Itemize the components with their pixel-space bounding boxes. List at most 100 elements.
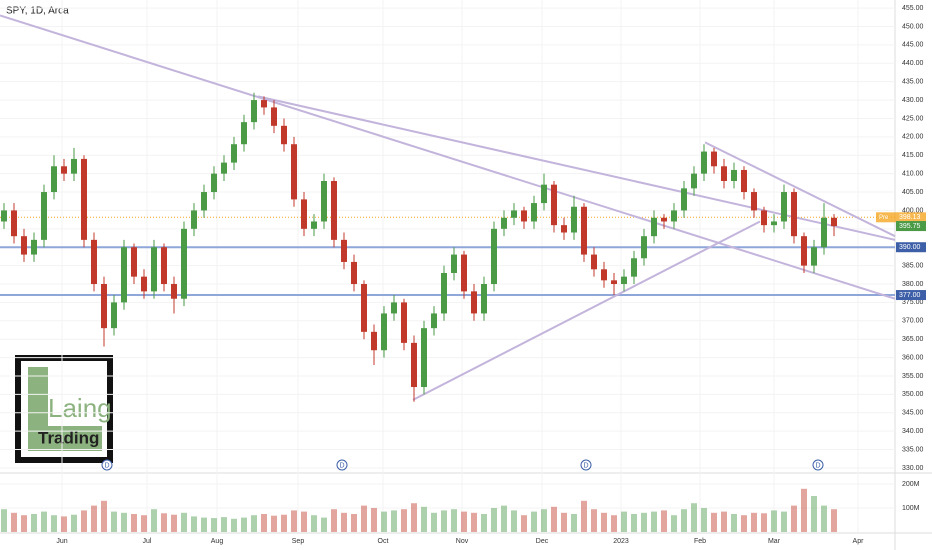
candle-body <box>561 225 567 233</box>
candle-body <box>701 151 707 174</box>
candle-body <box>151 247 157 292</box>
y-tick-label: 405.00 <box>902 189 924 196</box>
x-tick-label: Oct <box>378 538 389 545</box>
volume-bar <box>491 508 497 532</box>
y-tick-label: 340.00 <box>902 428 924 435</box>
volume-bar <box>161 513 167 532</box>
y-tick-label: 430.00 <box>902 97 924 104</box>
dividend-marker <box>580 459 592 471</box>
y-tick-label: 375.00 <box>902 299 924 306</box>
volume-bar <box>121 512 127 532</box>
y2-tick-label: 100M <box>902 505 920 512</box>
volume-bar <box>281 514 287 532</box>
volume-bar <box>811 496 817 532</box>
dividend-marker <box>336 459 348 471</box>
logo-band <box>34 426 102 451</box>
candle-body <box>91 239 97 285</box>
candle-body <box>771 221 777 226</box>
x-tick-label: Mar <box>768 538 781 545</box>
y-tick-label: 385.00 <box>902 262 924 269</box>
volume-bar <box>441 510 447 532</box>
dividend-marker <box>101 459 113 471</box>
candle-body <box>421 328 427 388</box>
volume-bar <box>681 509 687 532</box>
candle-body <box>641 236 647 259</box>
candle-body <box>241 122 247 145</box>
volume-bar <box>771 510 777 532</box>
candle-body <box>601 269 607 281</box>
volume-bar <box>601 512 607 532</box>
candle-body <box>401 302 407 343</box>
level-tag <box>896 242 926 253</box>
candle-body <box>451 254 457 273</box>
volume-bar <box>151 509 157 532</box>
volume-bar <box>461 511 467 532</box>
last-price-tag <box>896 221 926 232</box>
candle-body <box>201 192 207 211</box>
volume-bar <box>191 516 197 532</box>
volume-bar <box>741 515 747 532</box>
candle-body <box>181 228 187 299</box>
volume-bar <box>111 511 117 532</box>
candle-body <box>261 100 267 108</box>
candle-body <box>791 192 797 237</box>
volume-bar <box>221 517 227 532</box>
volume-bar <box>501 505 507 532</box>
volume-bar <box>421 506 427 532</box>
volume-bar <box>701 508 707 532</box>
candle-body <box>581 206 587 255</box>
volume-bar <box>641 512 647 532</box>
x-tick-label: Nov <box>456 538 469 545</box>
candle-body <box>531 203 537 222</box>
candle-body <box>381 313 387 351</box>
candle-body <box>281 125 287 145</box>
candle-body <box>631 258 637 277</box>
volume-bar <box>551 506 557 532</box>
level-label: 377.00 <box>899 292 921 299</box>
volume-bar <box>371 508 377 532</box>
logo-top: Laing <box>48 393 112 423</box>
volume-bar <box>581 500 587 532</box>
candle-body <box>271 107 277 126</box>
y-tick-label: 360.00 <box>902 354 924 361</box>
y-tick-label: 380.00 <box>902 281 924 288</box>
chart-title: SPY, 1D, Arca <box>6 6 69 17</box>
y-tick-label: 335.00 <box>902 446 924 453</box>
prev-close-label: 398.13 <box>899 214 921 221</box>
trendline <box>704 141 896 238</box>
candle-body <box>411 342 417 388</box>
candle-body <box>321 181 327 222</box>
y-tick-label: 415.00 <box>902 152 924 159</box>
candle-body <box>481 284 487 314</box>
candle-body <box>31 239 37 255</box>
candle-body <box>441 272 447 314</box>
volume-bar <box>211 518 217 532</box>
volume-bar <box>341 512 347 532</box>
volume-bar <box>731 514 737 532</box>
candle-body <box>521 210 527 222</box>
y-tick-label: 345.00 <box>902 410 924 417</box>
candle-body <box>311 221 317 229</box>
candle-body <box>211 173 217 193</box>
x-tick-label: Jul <box>143 538 152 545</box>
x-tick-label: Sep <box>292 538 305 545</box>
volume-bar <box>721 511 727 532</box>
volume-bar <box>21 515 27 532</box>
volume-bar <box>351 514 357 532</box>
volume-bar <box>411 503 417 532</box>
x-tick-label: Jun <box>56 538 67 545</box>
candle-body <box>571 206 577 233</box>
y-tick-label: 365.00 <box>902 336 924 343</box>
candle-body <box>61 166 67 174</box>
candle-body <box>341 239 347 262</box>
candle-body <box>821 217 827 248</box>
volume-bar <box>241 517 247 532</box>
candle-body <box>651 217 657 237</box>
candle-body <box>721 166 727 182</box>
candle-body <box>81 158 87 240</box>
prev-close-tag <box>876 212 926 223</box>
candle-body <box>691 173 697 189</box>
logo: Laing Trading <box>15 355 113 463</box>
candle-body <box>191 210 197 229</box>
y-tick-label: 420.00 <box>902 134 924 141</box>
